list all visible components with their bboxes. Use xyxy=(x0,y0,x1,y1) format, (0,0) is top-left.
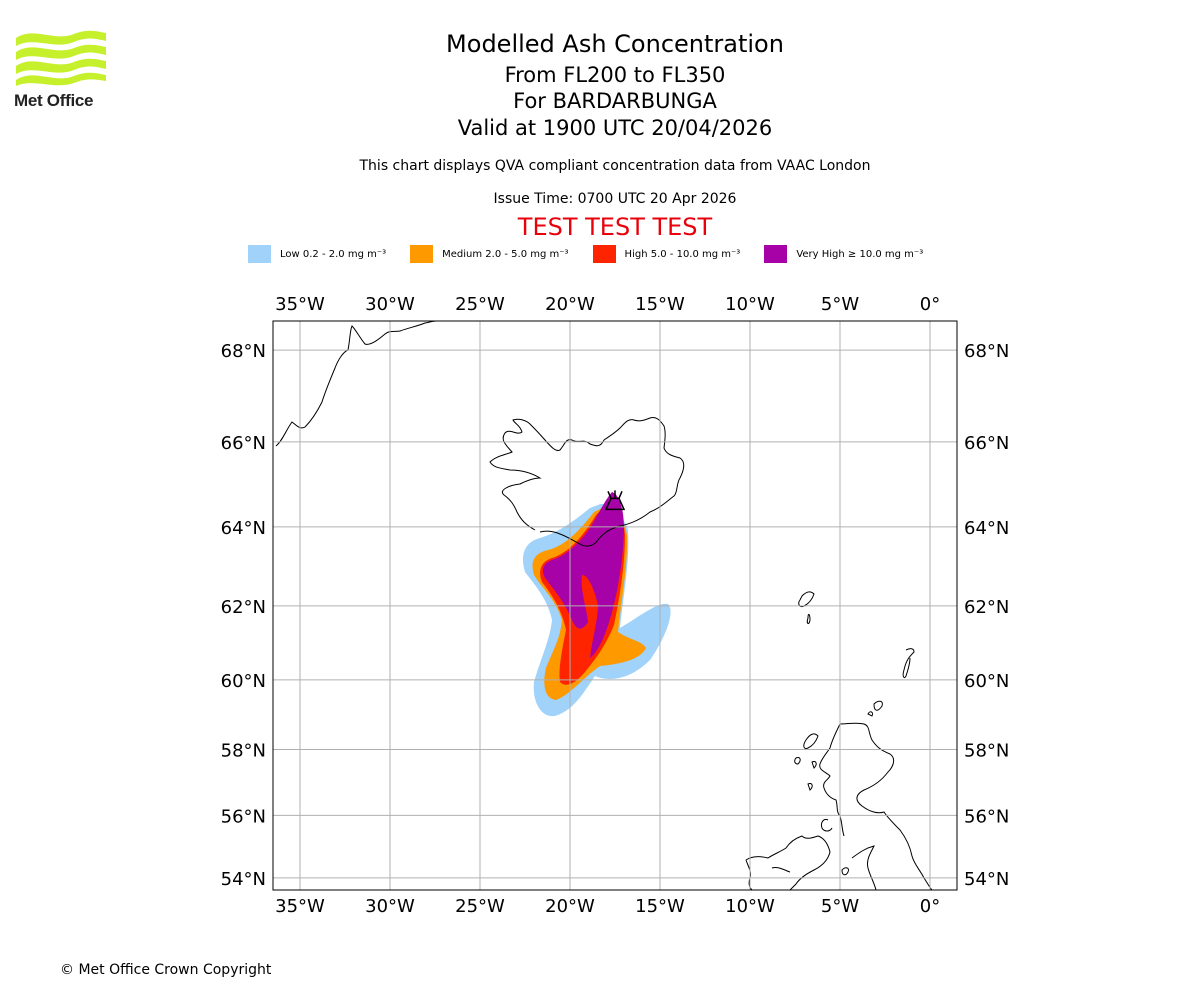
valid-time: Valid at 1900 UTC 20/04/2026 xyxy=(457,116,773,140)
coastline-greenland xyxy=(275,320,437,447)
lat-tick-label-right: 68°N xyxy=(964,341,1009,362)
lat-tick-label-right: 66°N xyxy=(964,433,1009,454)
lat-tick-label-right: 60°N xyxy=(964,671,1009,692)
legend-item-medium: Medium 2.0 - 5.0 mg m⁻³ xyxy=(410,245,569,263)
coastline-faroe xyxy=(798,591,815,625)
ash-map xyxy=(275,320,933,891)
issue-time: Issue Time: 0700 UTC 20 Apr 2026 xyxy=(493,191,737,207)
coastline-isle-of-man xyxy=(841,867,849,876)
lat-tick-label-left: 56°N xyxy=(221,806,266,827)
coastline-hebrides xyxy=(794,733,819,791)
flight-levels: From FL200 to FL350 xyxy=(504,63,726,87)
lon-tick-label-bottom: 15°W xyxy=(635,896,685,917)
lon-tick-label-top: 15°W xyxy=(635,294,685,315)
lat-tick-label-left: 60°N xyxy=(221,671,266,692)
legend-item-high: High 5.0 - 10.0 mg m⁻³ xyxy=(592,245,741,263)
met-office-logo xyxy=(14,28,114,118)
lat-tick-label-left: 58°N xyxy=(221,740,266,761)
lon-tick-label-bottom: 35°W xyxy=(275,896,325,917)
lat-tick-label-left: 62°N xyxy=(221,597,266,618)
volcano-name: For BARDARBUNGA xyxy=(513,89,717,113)
lon-tick-label-bottom: 0° xyxy=(920,896,940,917)
coastline-orkney xyxy=(867,700,883,717)
copyright: © Met Office Crown Copyright xyxy=(60,962,272,978)
logo-text: Met Office xyxy=(14,91,94,110)
legend-swatch-medium xyxy=(410,245,434,263)
lat-tick-label-right: 54°N xyxy=(964,869,1009,890)
lon-tick-label-bottom: 20°W xyxy=(545,896,595,917)
lon-tick-label-top: 30°W xyxy=(365,294,415,315)
coastline-shetland xyxy=(902,648,915,679)
met-office-waves-icon xyxy=(16,30,106,86)
legend-swatch-high xyxy=(592,245,616,263)
lon-tick-label-top: 5°W xyxy=(821,294,859,315)
legend-item-low: Low 0.2 - 2.0 mg m⁻³ xyxy=(248,245,386,263)
lon-tick-label-bottom: 30°W xyxy=(365,896,415,917)
legend-label-high: High 5.0 - 10.0 mg m⁻³ xyxy=(624,248,741,260)
lon-tick-label-bottom: 10°W xyxy=(725,896,775,917)
legend-label-medium: Medium 2.0 - 5.0 mg m⁻³ xyxy=(442,248,569,260)
lat-tick-label-right: 58°N xyxy=(964,740,1009,761)
lat-tick-label-right: 62°N xyxy=(964,597,1009,618)
lon-tick-label-bottom: 5°W xyxy=(821,896,859,917)
coastlines xyxy=(275,320,933,891)
legend-item-very-high: Very High ≥ 10.0 mg m⁻³ xyxy=(764,245,923,263)
lon-tick-label-bottom: 25°W xyxy=(455,896,505,917)
volcano-icon xyxy=(604,490,626,511)
chart-title: Modelled Ash Concentration xyxy=(446,30,784,58)
lat-tick-label-left: 68°N xyxy=(221,341,266,362)
lon-tick-label-top: 35°W xyxy=(275,294,325,315)
lat-tick-label-right: 64°N xyxy=(964,518,1009,539)
test-banner: TEST TEST TEST xyxy=(517,213,713,241)
chart-subtitle: This chart displays QVA compliant concen… xyxy=(359,158,871,174)
lon-tick-label-top: 20°W xyxy=(545,294,595,315)
map-border xyxy=(272,320,958,891)
ash-high-spot xyxy=(592,599,597,604)
lat-tick-label-left: 66°N xyxy=(221,433,266,454)
legend: Low 0.2 - 2.0 mg m⁻³ Medium 2.0 - 5.0 mg… xyxy=(248,244,947,264)
coastline-iceland xyxy=(489,417,685,547)
map-frame: 35°W 35°W 30°W 30°W 25°W 25°W 20°W 20°W 15°W 15°W… xyxy=(221,294,1010,917)
legend-swatch-very-high xyxy=(764,245,788,263)
coastline-wales-england xyxy=(851,845,877,891)
lon-tick-label-top: 25°W xyxy=(455,294,505,315)
lat-tick-label-right: 56°N xyxy=(964,806,1009,827)
lon-tick-label-top: 0° xyxy=(920,294,940,315)
legend-label-very-high: Very High ≥ 10.0 mg m⁻³ xyxy=(796,248,924,260)
lat-tick-label-left: 54°N xyxy=(221,869,266,890)
lat-tick-label-left: 64°N xyxy=(221,518,266,539)
legend-swatch-low xyxy=(248,245,271,263)
legend-label-low: Low 0.2 - 2.0 mg m⁻³ xyxy=(280,248,387,260)
lon-tick-label-top: 10°W xyxy=(725,294,775,315)
